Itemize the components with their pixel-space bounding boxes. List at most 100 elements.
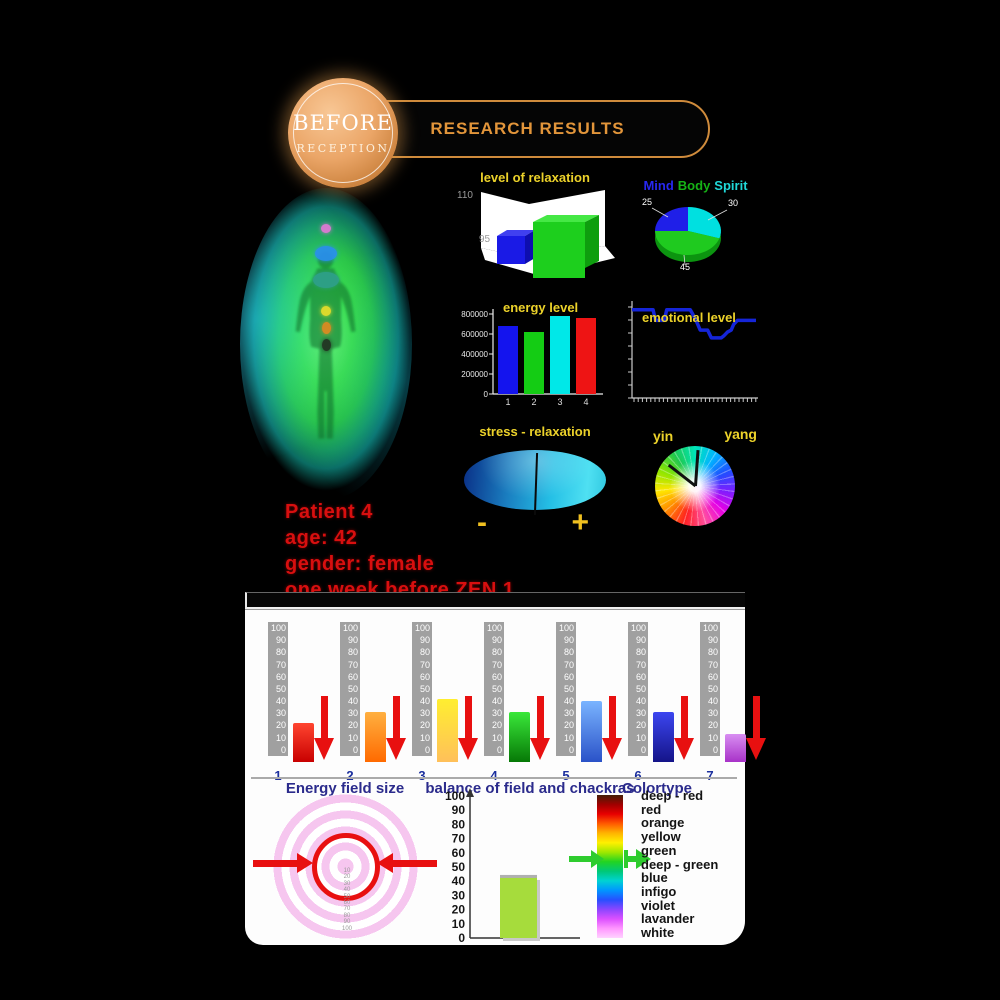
y-tick-label: 90 [452, 803, 466, 817]
scale-tick: 90 [707, 635, 718, 646]
pie-title-word: Mind [643, 178, 674, 193]
scale-tick: 100 [486, 623, 502, 633]
y-tick-label: 40 [452, 874, 466, 888]
aura-chakra-dot-throat [315, 246, 337, 261]
aura-chakra-dot-solar-plexus [321, 306, 331, 316]
pie-slice [655, 207, 688, 231]
wheel-hand [667, 463, 696, 488]
scale-tick: 100 [342, 623, 358, 633]
arrow-head [314, 738, 334, 760]
colortype-legend: deep - red red orange yellow green deep - gre… [641, 789, 718, 940]
chakra-group: 100 90 80 70 60 50 40 30 20 10 0 7 [700, 622, 770, 790]
balance-bar [500, 876, 537, 938]
legend-item: green [641, 842, 677, 858]
chakra-group: 100 90 80 70 60 50 40 30 20 10 0 5 [556, 622, 626, 790]
left-arrow-icon [377, 853, 393, 873]
y-tick-label: 200000 [461, 370, 488, 379]
scale-tick: 50 [635, 683, 646, 694]
chart-title: stress - relaxation [479, 424, 591, 439]
ruler-tick: 50 [343, 893, 351, 900]
scale-tick: 100 [558, 623, 574, 633]
scale-tick: 90 [275, 635, 286, 646]
energy-bar [576, 318, 596, 394]
chakra-bar [365, 712, 386, 762]
ruler-tick: 20 [343, 874, 351, 881]
scale-tick: 40 [491, 696, 502, 707]
patient-info-line: age: 42 [285, 527, 358, 549]
scale-tick: 40 [563, 696, 574, 707]
arrow-shaft [537, 696, 544, 738]
pie-title-word: Spirit [714, 178, 748, 193]
scale-tick: 0 [568, 744, 574, 755]
arrow-head [746, 738, 766, 760]
scale-tick: 10 [347, 732, 358, 743]
y-tick-label: 800000 [461, 310, 488, 319]
pie-leader-line [683, 254, 686, 266]
scale-tick: 60 [635, 671, 646, 682]
arrow-shaft [393, 696, 400, 738]
energy-bar [498, 326, 518, 394]
scale-tick: 90 [419, 635, 430, 646]
patient-info-line: Patient 4 [285, 501, 373, 523]
emotional-line [632, 307, 756, 340]
energy-bar [550, 316, 570, 394]
scale-tick: 0 [352, 744, 358, 755]
pie-plot: 25 30 45 [642, 197, 738, 272]
scale-tick: 30 [491, 708, 502, 719]
scale-tick: 40 [707, 696, 718, 707]
green-arrow-shaft [569, 856, 591, 862]
chakra-scale: 100 90 80 70 60 50 40 30 20 10 0 [700, 622, 720, 756]
scale-tick: 100 [270, 623, 286, 633]
cube-blue-front [497, 236, 525, 264]
scale-tick: 50 [563, 683, 574, 694]
pie-slice-label: 45 [680, 262, 690, 272]
gauge-dial [464, 450, 606, 516]
legend-item: white [641, 925, 675, 941]
scale-tick: 70 [347, 659, 358, 670]
scale-tick: 70 [635, 659, 646, 670]
chakra-number: 4 [490, 768, 498, 783]
ruler-tick: 70 [343, 906, 351, 913]
scale-tick: 60 [275, 671, 286, 682]
scale-tick: 70 [563, 659, 574, 670]
green-arrow-shaft [628, 856, 636, 862]
cube-blue-top [497, 230, 535, 236]
field-size-ruler: 10 20 30 40 50 60 70 80 90 100 [339, 868, 355, 932]
scale-tick: 70 [419, 659, 430, 670]
minus-label: - [477, 506, 487, 539]
arrow-head [602, 738, 622, 760]
arrow-head [458, 738, 478, 760]
scale-tick: 80 [347, 647, 358, 658]
scale-tick: 70 [275, 659, 286, 670]
scale-tick: 30 [563, 708, 574, 719]
y-tick-label: 20 [452, 903, 466, 917]
scale-tick: 20 [707, 720, 718, 731]
chakra-number: 6 [634, 768, 642, 783]
badge-title: BEFORE [293, 111, 393, 135]
yin-label: yin [653, 428, 674, 444]
scale-tick: 80 [563, 647, 574, 658]
scale-tick: 0 [280, 744, 286, 755]
pie-leader-line [707, 209, 728, 221]
aura-chakra-dot-crown [321, 224, 331, 233]
chakra-bar [725, 734, 746, 762]
arrow-head [530, 738, 550, 760]
right-arrow-shaft [393, 860, 437, 867]
scale-tick: 90 [563, 635, 574, 646]
scale-tick: 30 [275, 708, 286, 719]
diagnostics-panel: 100 90 80 70 60 50 40 30 20 10 0 1 100 90 80 70 60 50 40 30… [245, 609, 766, 945]
scale-tick: 20 [419, 720, 430, 731]
chakra-number: 5 [562, 768, 570, 783]
scale-tick: 10 [419, 732, 430, 743]
pie-slice [655, 231, 720, 255]
legend-item: orange [641, 815, 685, 831]
scale-tick: 20 [491, 720, 502, 731]
ruler-tick: 30 [343, 880, 351, 887]
scale-tick: 0 [640, 744, 646, 755]
legend-item: deep - red [641, 788, 704, 803]
ruler-tick: 90 [343, 919, 351, 926]
scale-tick: 50 [707, 683, 718, 694]
down-arrow-icon [674, 696, 695, 760]
axis-label: 110 [457, 190, 473, 201]
panel-top-strip [245, 592, 745, 609]
